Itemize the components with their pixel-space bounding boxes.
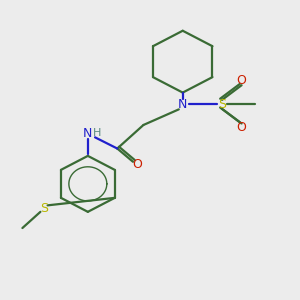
Text: O: O <box>237 74 247 87</box>
Text: O: O <box>237 122 247 134</box>
Text: N: N <box>83 127 92 140</box>
Text: S: S <box>218 98 226 111</box>
Text: N: N <box>178 98 188 111</box>
Text: S: S <box>40 202 48 215</box>
Text: O: O <box>132 158 142 171</box>
Text: H: H <box>93 128 101 138</box>
